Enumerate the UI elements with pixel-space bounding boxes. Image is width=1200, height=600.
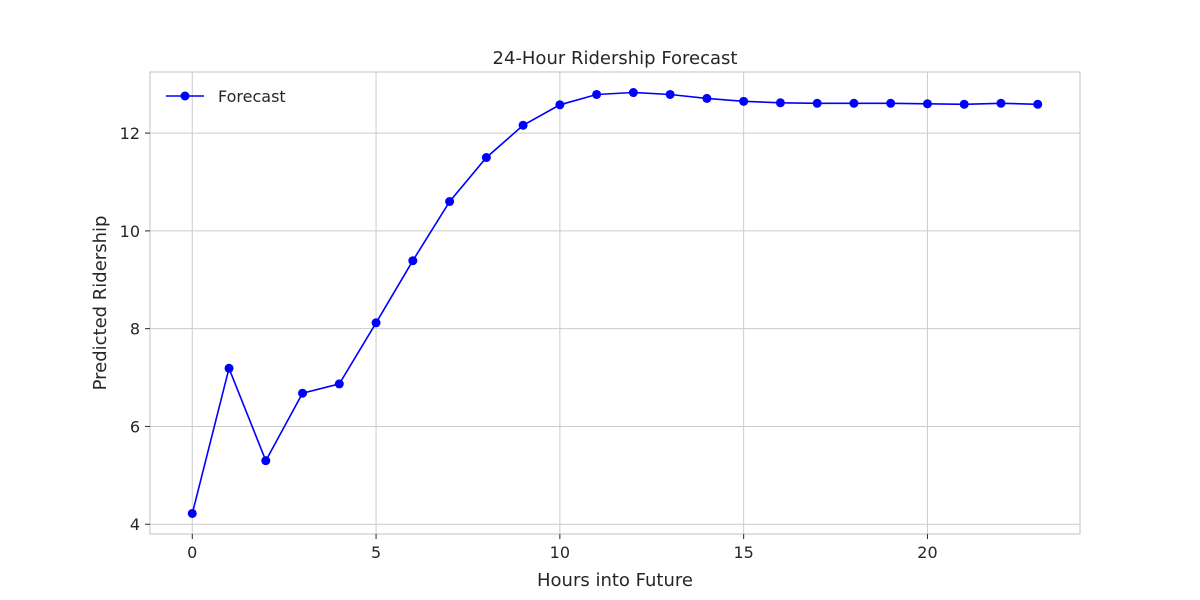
- x-tick-label: 0: [187, 543, 197, 562]
- y-tick-label: 6: [130, 417, 140, 436]
- y-axis-label: Predicted Ridership: [90, 216, 111, 391]
- data-point: [261, 456, 271, 466]
- y-tick-label: 12: [120, 124, 140, 143]
- legend-label-forecast: Forecast: [218, 87, 286, 106]
- data-point: [665, 89, 675, 99]
- data-point: [481, 153, 491, 163]
- x-tick-label: 10: [550, 543, 570, 562]
- data-point: [628, 88, 638, 98]
- axis-ticks: 0 5 10 15 20 4 6 8 10 12: [120, 124, 938, 562]
- data-point: [224, 363, 234, 373]
- data-point: [812, 98, 822, 108]
- data-point: [518, 120, 528, 130]
- series-line-forecast: [191, 91, 1038, 514]
- data-point: [996, 98, 1006, 108]
- data-point: [886, 98, 896, 108]
- data-point: [592, 89, 602, 99]
- data-point: [922, 99, 932, 109]
- legend-marker: [180, 91, 190, 101]
- data-point: [408, 256, 418, 266]
- x-tick-label: 20: [917, 543, 937, 562]
- data-point: [371, 318, 381, 328]
- data-point: [959, 99, 969, 109]
- data-point: [849, 98, 859, 108]
- legend: Forecast: [166, 87, 286, 106]
- plot-frame: [149, 71, 1081, 535]
- grid: [150, 72, 1080, 534]
- data-point: [1033, 99, 1043, 109]
- data-point: [702, 93, 712, 103]
- data-point: [187, 508, 197, 518]
- data-point: [775, 98, 785, 108]
- x-tick-label: 15: [733, 543, 753, 562]
- data-point: [445, 197, 455, 207]
- data-point: [739, 96, 749, 106]
- y-tick-label: 10: [120, 222, 140, 241]
- chart-title: 24-Hour Ridership Forecast: [493, 48, 738, 69]
- y-tick-label: 8: [130, 320, 140, 339]
- x-axis-label: Hours into Future: [537, 570, 693, 591]
- x-tick-label: 5: [371, 543, 381, 562]
- y-tick-label: 4: [130, 515, 140, 534]
- data-point: [555, 100, 565, 110]
- series-layer: [187, 88, 1043, 518]
- data-point: [334, 379, 344, 389]
- data-point: [298, 388, 308, 398]
